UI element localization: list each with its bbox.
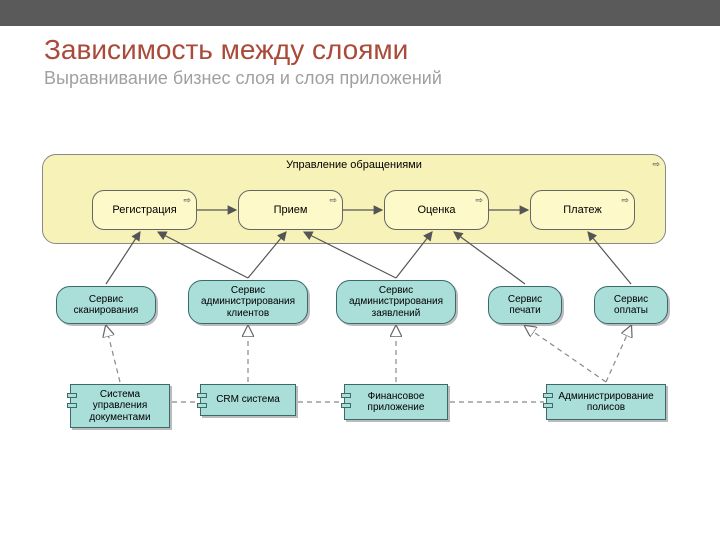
component-notch <box>67 403 77 408</box>
diagram-canvas: Управление обращениями ⇨ Регистрация⇨При… <box>0 0 720 540</box>
arrows-overlay <box>0 0 720 540</box>
app-box: Системауправлениядокументами <box>70 384 170 428</box>
service-box: Сервисадминистрированияклиентов <box>188 280 308 324</box>
process-box: Оценка ⇨ <box>384 190 489 230</box>
process-box: Регистрация ⇨ <box>92 190 197 230</box>
app-box: Финансовоеприложение <box>344 384 448 420</box>
service-box: Сервиспечати <box>488 286 562 324</box>
component-notch <box>197 393 207 398</box>
component-notch <box>341 403 351 408</box>
component-notch <box>543 403 553 408</box>
service-box: Сервисоплаты <box>594 286 668 324</box>
component-notch <box>543 393 553 398</box>
arrow-icon: ⇨ <box>652 159 660 170</box>
service-box: Сервисадминистрированиязаявлений <box>336 280 456 324</box>
app-box: Администрированиеполисов <box>546 384 666 420</box>
container-label: Управление обращениями <box>286 159 422 171</box>
component-notch <box>341 393 351 398</box>
component-notch <box>197 403 207 408</box>
arrow-icon: ⇨ <box>475 195 483 206</box>
component-notch <box>67 393 77 398</box>
process-box: Платеж ⇨ <box>530 190 635 230</box>
service-box: Сервиссканирования <box>56 286 156 324</box>
process-label: Регистрация <box>112 204 176 216</box>
process-label: Прием <box>274 204 308 216</box>
arrow-icon: ⇨ <box>329 195 337 206</box>
process-label: Оценка <box>417 204 455 216</box>
arrow-icon: ⇨ <box>621 195 629 206</box>
process-box: Прием ⇨ <box>238 190 343 230</box>
arrow-icon: ⇨ <box>183 195 191 206</box>
process-label: Платеж <box>563 204 601 216</box>
app-box: CRM система <box>200 384 296 416</box>
